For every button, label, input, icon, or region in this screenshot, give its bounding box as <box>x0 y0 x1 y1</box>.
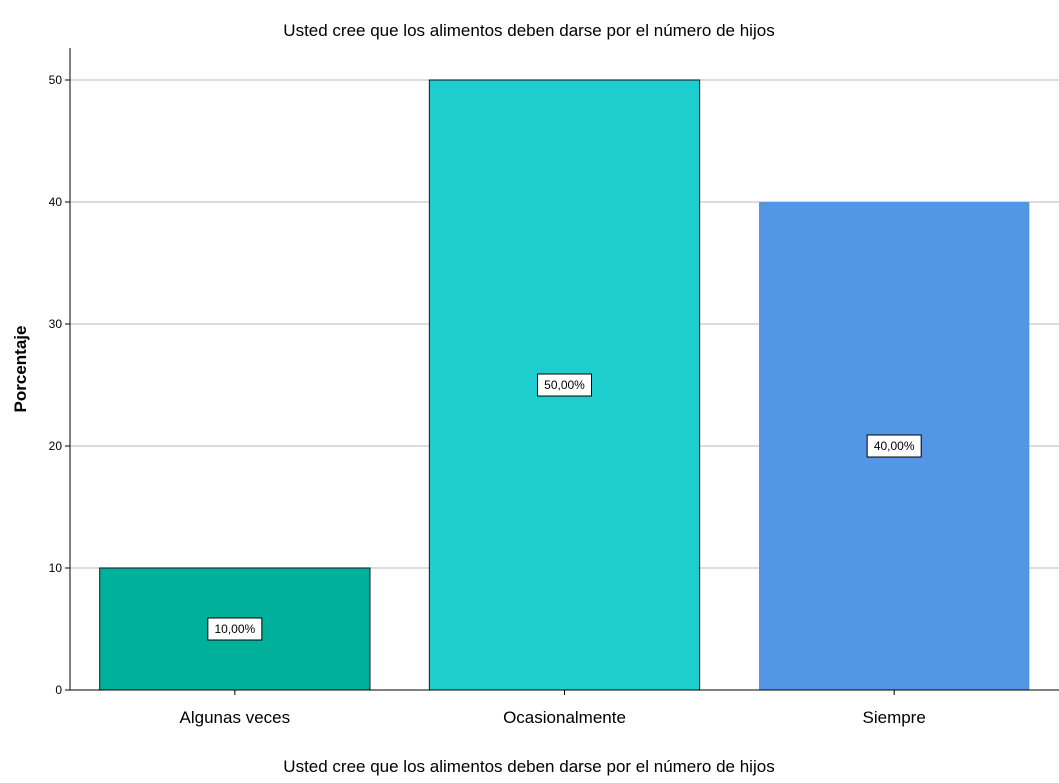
category-label: Algunas veces <box>180 708 291 727</box>
y-tick-labels: 0 10 20 30 40 50 <box>49 73 70 697</box>
bars <box>99 79 1030 691</box>
data-labels: 10,00% 50,00% 40,00% <box>207 373 922 641</box>
y-tick-label: 10 <box>49 561 63 575</box>
data-label: 10,00% <box>214 622 255 636</box>
y-tick-label: 30 <box>49 317 63 331</box>
category-label: Ocasionalmente <box>503 708 626 727</box>
category-labels: Algunas veces Ocasionalmente Siempre <box>180 690 926 727</box>
y-tick-label: 40 <box>49 195 63 209</box>
x-axis-label: Usted cree que los alimentos deben darse… <box>283 757 774 776</box>
y-tick-label: 50 <box>49 73 63 87</box>
y-tick-label: 0 <box>55 683 62 697</box>
data-label: 40,00% <box>874 439 915 453</box>
chart-title: Usted cree que los alimentos deben darse… <box>283 21 774 40</box>
category-label: Siempre <box>863 708 926 727</box>
y-axis-label: Porcentaje <box>11 326 30 413</box>
data-label-box <box>537 373 592 397</box>
data-label-box <box>866 434 922 458</box>
data-label: 50,00% <box>544 378 585 392</box>
y-tick-label: 20 <box>49 439 63 453</box>
data-label-box <box>207 617 263 641</box>
